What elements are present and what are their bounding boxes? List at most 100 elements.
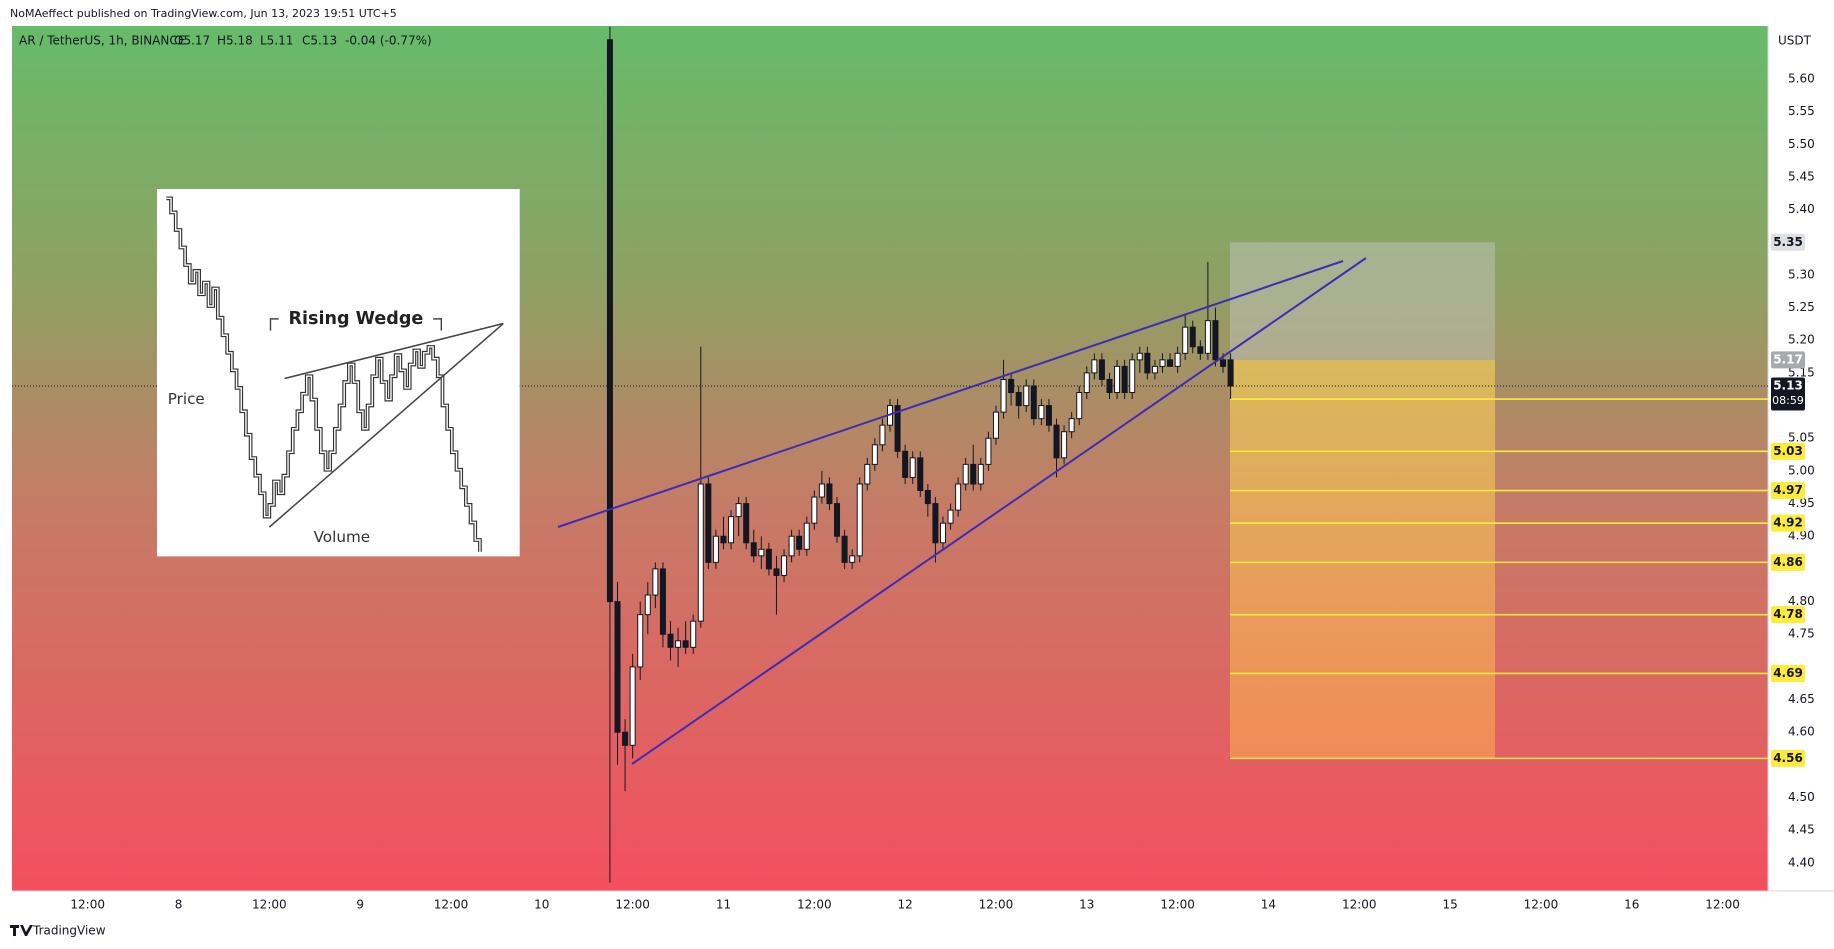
candle-body	[1038, 405, 1045, 420]
x-tick-label: 13	[1079, 898, 1094, 912]
inset-background	[157, 189, 520, 557]
level-badge	[1771, 749, 1805, 767]
candle-body	[728, 516, 735, 544]
candle-body	[637, 614, 644, 668]
y-tick-label: 5.30	[1788, 267, 1815, 281]
inset-upper-line	[284, 322, 504, 380]
candle-body	[735, 503, 742, 518]
inset: Rising Wedge Price Volume	[157, 189, 520, 557]
candle-body	[834, 503, 841, 537]
candle-body	[720, 535, 727, 544]
y-tick-label: 4.40	[1788, 855, 1815, 869]
candle-body	[1114, 365, 1121, 394]
candle-body	[758, 548, 765, 557]
x-tick-label: 11	[716, 898, 731, 912]
candle-body	[803, 522, 810, 550]
candle-body	[932, 503, 939, 544]
y-tick-label: 4.60	[1788, 725, 1815, 739]
candle-body	[1076, 392, 1083, 420]
candle-body	[690, 620, 697, 648]
candle-body	[750, 542, 757, 557]
candle-body	[675, 640, 682, 648]
candle-body	[606, 39, 613, 603]
candle-body	[1174, 352, 1181, 367]
footer-brand: TradingView	[32, 924, 106, 938]
y-tick-label: 5.55	[1788, 104, 1815, 118]
risk-zone	[1230, 359, 1495, 759]
x-tick-label: 12:00	[1705, 898, 1740, 912]
candle-body	[811, 496, 818, 524]
inset-title: Rising Wedge	[288, 309, 423, 329]
inset-bracket-right	[433, 318, 443, 331]
y-tick-label: 5.50	[1788, 137, 1815, 151]
candle-body	[1106, 378, 1113, 394]
trendlines	[557, 257, 1367, 765]
x-tick-label: 10	[534, 898, 549, 912]
lower-trendline	[631, 257, 1367, 765]
x-tick-label: 12:00	[252, 898, 287, 912]
legend-open: O5.17	[174, 34, 210, 48]
candle-body	[622, 731, 629, 746]
candle-body	[939, 522, 946, 544]
y-tick-label: 4.65	[1788, 692, 1815, 706]
x-tick-label: 12:00	[70, 898, 105, 912]
price-badge-label: 5.17	[1773, 352, 1803, 366]
x-tick-label: 9	[356, 898, 364, 912]
price-badge-label: 5.35	[1773, 235, 1803, 249]
x-tick-label: 16	[1624, 898, 1639, 912]
candle-body	[924, 490, 931, 505]
candle-body	[659, 568, 666, 635]
legend-change: -0.04 (-0.77%)	[345, 34, 432, 48]
x-tick-label: 15	[1442, 898, 1457, 912]
candle-body	[1091, 359, 1098, 374]
x-tick-label: 12:00	[1524, 898, 1559, 912]
y-tick-label: 5.25	[1788, 300, 1815, 314]
price-badge	[1771, 351, 1805, 369]
footer: TradingView	[10, 924, 106, 938]
inset-volume-label: Volume	[314, 528, 371, 546]
last-price-badge-label: 5.13	[1773, 378, 1803, 392]
y-tick-label: 4.45	[1788, 823, 1815, 837]
candle-body	[1023, 385, 1030, 407]
y-tick-label: 5.05	[1788, 431, 1815, 445]
candle-body	[765, 548, 772, 570]
candle-body	[1151, 365, 1158, 374]
candle-body	[1204, 320, 1211, 354]
candle-body	[871, 444, 878, 465]
x-tick-label: 12	[897, 898, 912, 912]
level-badge	[1771, 664, 1805, 682]
candle-body	[1030, 385, 1037, 420]
level-badge	[1771, 482, 1805, 500]
legend-low: L5.11	[260, 34, 293, 48]
candle-body	[1045, 405, 1052, 426]
candle-body	[781, 555, 788, 576]
inset-bracket-left	[269, 318, 279, 331]
candle-body	[985, 437, 992, 465]
candle-body	[667, 633, 674, 648]
level-badge-label: 4.92	[1773, 516, 1803, 530]
candle-body	[1227, 359, 1234, 387]
x-tick-label: 8	[175, 898, 183, 912]
candle-body	[743, 503, 750, 544]
candle-body	[1121, 365, 1128, 394]
level-badge-label: 4.69	[1773, 666, 1803, 680]
candle-body	[992, 411, 999, 439]
candle-body	[1061, 431, 1068, 459]
candle-body	[1189, 326, 1196, 348]
candle-body	[1000, 378, 1007, 413]
plot	[12, 26, 1768, 883]
candle-body	[1015, 392, 1022, 407]
candle-body	[1068, 418, 1075, 433]
x-tick-label: 12:00	[1342, 898, 1377, 912]
y-tick-label: 5.60	[1788, 71, 1815, 85]
candle-body	[1220, 359, 1227, 367]
countdown: 08:59	[1772, 394, 1804, 407]
candle-body	[1098, 359, 1105, 380]
x-tick-label: 12:00	[979, 898, 1014, 912]
candle-body	[970, 463, 977, 485]
y-tick-label: 4.50	[1788, 790, 1815, 804]
last-price-badge	[1771, 377, 1805, 411]
x-tick-label: 12:00	[615, 898, 650, 912]
candle-body	[682, 640, 689, 648]
